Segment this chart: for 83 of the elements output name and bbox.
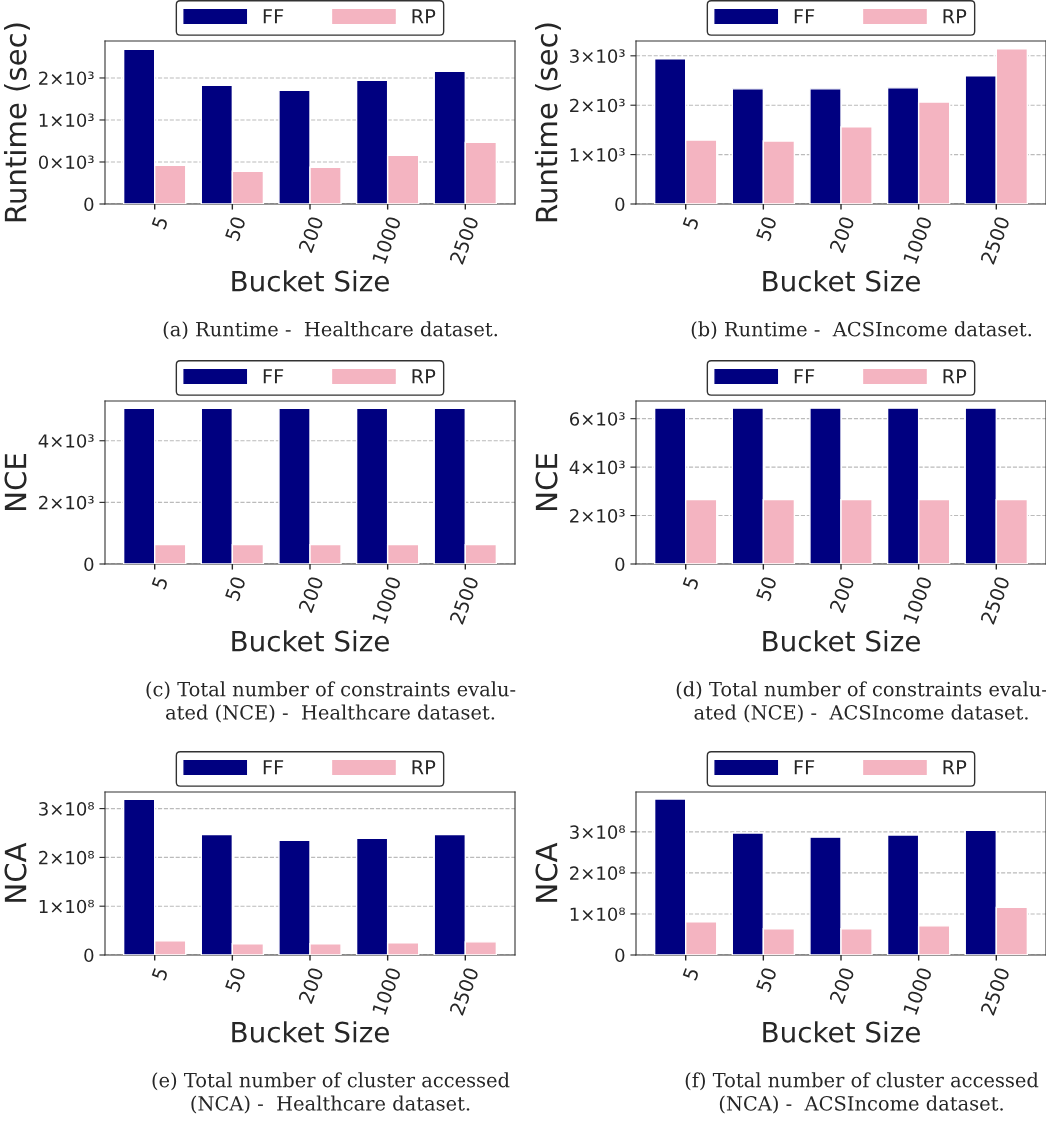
- x-tick-label: 2500: [980, 966, 1010, 1016]
- y-tick-label: 0: [84, 557, 94, 572]
- legend-label: RP: [412, 9, 436, 24]
- x-tick-label: 1000: [902, 575, 933, 625]
- x-tick-label: 2500: [980, 575, 1010, 625]
- x-tick-label: 2500: [449, 966, 479, 1016]
- y-tick-label: 4×10³: [38, 434, 94, 448]
- x-axis-title: Bucket Size: [763, 630, 920, 652]
- x-tick-label: 5: [151, 216, 169, 230]
- y-axis-title: NCE: [535, 454, 558, 510]
- y-tick-label: 0: [615, 197, 625, 212]
- y-tick-label: 0: [615, 948, 625, 963]
- y-axis-title: NCE: [4, 454, 27, 510]
- x-tick-label: 200: [298, 575, 324, 614]
- x-tick-label: 50: [224, 575, 247, 602]
- y-axis-title: Runtime (sec): [3, 23, 30, 222]
- x-tick-label: 5: [682, 576, 700, 590]
- x-tick-label: 2500: [449, 215, 479, 265]
- x-axis-title: Bucket Size: [232, 1021, 389, 1043]
- text: (e) Total number of cluster accessed (NCA) - Healthcare dataset.: [152, 1072, 510, 1114]
- x-axis-title: Bucket Size: [763, 270, 920, 292]
- x-tick-label: 1000: [371, 575, 402, 625]
- legend-label: FF: [263, 760, 284, 775]
- x-tick-label: 5: [151, 576, 169, 590]
- legend-label: FF: [794, 369, 815, 384]
- x-axis-title: Bucket Size: [232, 630, 389, 652]
- x-tick-label: 50: [755, 575, 778, 602]
- legend-label: RP: [943, 760, 967, 775]
- x-tick-label: 5: [682, 216, 700, 230]
- text: (b) Runtime - ACSIncome dataset.: [691, 321, 1032, 340]
- y-axis-title: NCA: [535, 842, 558, 902]
- y-tick-label: 3×10³: [570, 49, 625, 63]
- x-tick-label: 2500: [449, 575, 479, 625]
- y-tick-label: 1×10⁸: [39, 899, 94, 914]
- legend-label: RP: [943, 9, 967, 24]
- x-tick-label: 200: [298, 215, 324, 254]
- y-tick-label: 3×10⁸: [39, 802, 94, 816]
- y-tick-label: 1×10³: [570, 148, 625, 162]
- y-axis-title: Runtime (sec): [534, 23, 561, 222]
- x-axis-title: Bucket Size: [232, 270, 389, 292]
- legend-label: FF: [263, 369, 284, 384]
- x-tick-label: 50: [755, 966, 778, 993]
- legend-label: RP: [412, 760, 436, 775]
- legend-label: RP: [943, 369, 967, 384]
- text: (c) Total number of constraints evalu- ated (NCE) - Healthcare dataset.: [146, 681, 516, 723]
- x-tick-label: 200: [298, 966, 324, 1005]
- y-tick-label: 1×10⁸: [570, 907, 625, 922]
- legend-label: FF: [794, 760, 815, 775]
- x-tick-label: 50: [224, 215, 247, 242]
- y-tick-label: 2×10⁸: [39, 850, 94, 865]
- y-tick-label: 3×10⁸: [570, 825, 625, 839]
- y-tick-label: 0: [84, 948, 94, 963]
- x-tick-label: 200: [829, 215, 855, 254]
- legend-label: FF: [263, 9, 284, 24]
- y-tick-label: 2×10³: [39, 71, 94, 86]
- x-axis-title: Bucket Size: [763, 1021, 920, 1043]
- y-tick-label: 2×10³: [570, 509, 625, 523]
- legend-label: RP: [412, 369, 436, 384]
- x-tick-label: 5: [151, 967, 169, 981]
- x-tick-label: 2500: [980, 215, 1010, 265]
- y-tick-label: 1×10³: [39, 113, 94, 128]
- legend-label: FF: [794, 9, 815, 24]
- text: (d) Total number of constraints evalu- ated (NCE) - ACSIncome dataset.: [676, 681, 1046, 723]
- x-tick-label: 200: [829, 966, 855, 1005]
- y-tick-label: 4×10³: [569, 460, 625, 475]
- x-tick-label: 1000: [371, 966, 402, 1016]
- x-tick-label: 5: [682, 967, 700, 981]
- text: (f) Total number of cluster accessed (NCA) - ACSIncome dataset.: [685, 1072, 1039, 1114]
- x-tick-label: 1000: [371, 215, 402, 265]
- y-tick-label: 0×10³: [38, 155, 94, 170]
- y-tick-label: 6×10³: [570, 412, 625, 426]
- y-tick-label: 0: [615, 557, 625, 572]
- y-tick-label: 2×10³: [39, 495, 94, 510]
- y-tick-label: 0: [84, 197, 94, 212]
- y-tick-label: 2×10³: [570, 98, 625, 113]
- y-tick-label: 2×10⁸: [570, 866, 625, 880]
- x-tick-label: 1000: [902, 966, 933, 1016]
- text: (a) Runtime - Healthcare dataset.: [163, 321, 498, 340]
- x-tick-label: 50: [755, 215, 778, 242]
- y-axis-title: NCA: [4, 842, 27, 902]
- x-tick-label: 1000: [902, 215, 933, 265]
- x-tick-label: 50: [224, 966, 247, 993]
- x-tick-label: 200: [829, 575, 855, 614]
